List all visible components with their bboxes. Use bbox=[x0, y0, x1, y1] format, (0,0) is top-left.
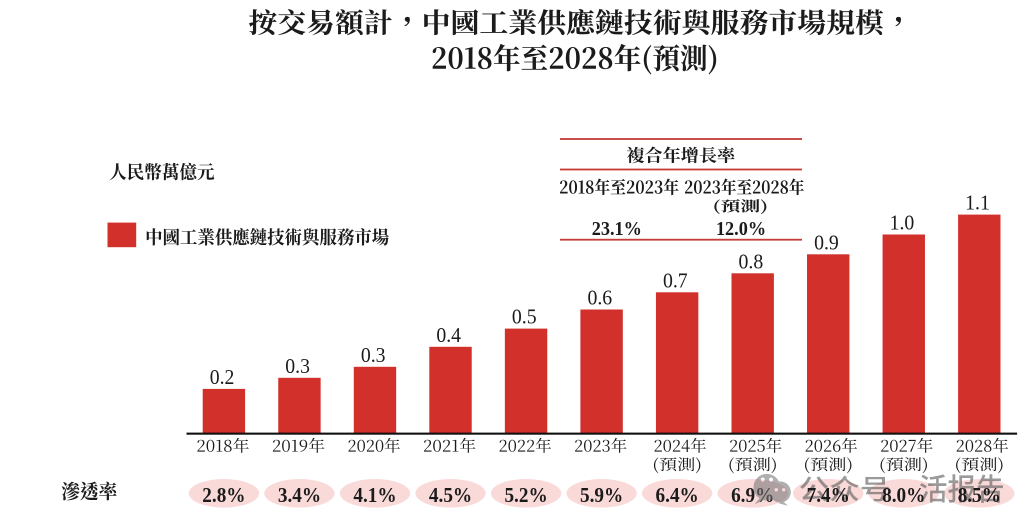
svg-text:0.3: 0.3 bbox=[361, 344, 386, 367]
svg-text:2.8%: 2.8% bbox=[202, 484, 245, 507]
svg-text:0.8: 0.8 bbox=[739, 251, 764, 274]
svg-text:0.4: 0.4 bbox=[436, 324, 461, 347]
svg-text:1.0: 1.0 bbox=[890, 212, 915, 235]
svg-text:0.7: 0.7 bbox=[663, 270, 688, 293]
svg-text:23.1%: 23.1% bbox=[592, 218, 642, 240]
svg-text:0.6: 0.6 bbox=[587, 287, 612, 310]
svg-text:4.1%: 4.1% bbox=[353, 484, 396, 507]
svg-text:12.0%: 12.0% bbox=[716, 218, 766, 240]
svg-text:0.5: 0.5 bbox=[512, 306, 537, 329]
svg-text:8.5%: 8.5% bbox=[958, 484, 1001, 507]
svg-text:7.4%: 7.4% bbox=[807, 484, 850, 507]
svg-text:0.2: 0.2 bbox=[210, 367, 235, 390]
svg-text:5.2%: 5.2% bbox=[504, 484, 547, 507]
svg-text:4.5%: 4.5% bbox=[429, 484, 472, 507]
svg-text:1.1: 1.1 bbox=[965, 192, 990, 215]
svg-text:8.0%: 8.0% bbox=[882, 484, 925, 507]
svg-text:6.4%: 6.4% bbox=[656, 484, 699, 507]
svg-text:0.3: 0.3 bbox=[285, 355, 310, 378]
svg-text:3.4%: 3.4% bbox=[278, 484, 321, 507]
svg-text:5.9%: 5.9% bbox=[580, 484, 623, 507]
svg-text:0.9: 0.9 bbox=[814, 232, 839, 255]
